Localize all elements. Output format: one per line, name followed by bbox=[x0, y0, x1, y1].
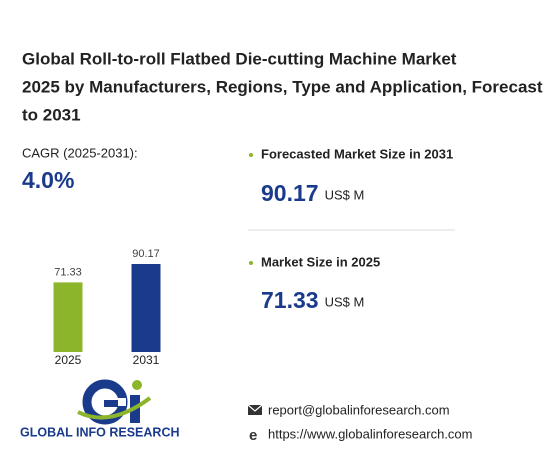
web-icon: e bbox=[249, 427, 257, 444]
logo: GLOBAL INFO RESEARCH bbox=[20, 379, 180, 439]
title-line: 2025 by Manufacturers, Regions, Type and… bbox=[22, 77, 543, 96]
stat-unit: US$ M bbox=[325, 294, 365, 309]
email[interactable]: report@globalinforesearch.com bbox=[268, 402, 450, 417]
value-label: 90.17 bbox=[132, 248, 160, 260]
cagr-value: 4.0% bbox=[22, 167, 74, 193]
bar-chart: 71.33 2025 90.17 2031 bbox=[53, 248, 161, 367]
website[interactable]: https://www.globalinforesearch.com bbox=[268, 426, 472, 441]
stat-value: 71.33 bbox=[261, 287, 319, 313]
logo-text: GLOBAL INFO RESEARCH bbox=[20, 425, 180, 439]
bar bbox=[131, 264, 161, 352]
contact: report@globalinforesearch.com e https://… bbox=[247, 402, 472, 444]
stat-value: 90.17 bbox=[261, 180, 319, 206]
stat-label: Market Size in 2025 bbox=[261, 254, 380, 269]
x-tick-label: 2031 bbox=[133, 353, 160, 367]
x-tick-label: 2025 bbox=[55, 353, 82, 367]
value-label: 71.33 bbox=[54, 266, 82, 278]
stat-unit: US$ M bbox=[325, 187, 365, 202]
cagr-label: CAGR (2025-2031): bbox=[22, 145, 138, 160]
title: Global Roll-to-roll Flatbed Die-cutting … bbox=[22, 49, 543, 124]
logo-swoosh bbox=[77, 396, 152, 420]
email-icon bbox=[248, 405, 262, 415]
title-line: Global Roll-to-roll Flatbed Die-cutting … bbox=[22, 49, 457, 68]
logo-dot bbox=[132, 380, 142, 390]
title-line: to 2031 bbox=[22, 105, 81, 124]
bar bbox=[53, 282, 83, 352]
logo-g-bar bbox=[104, 400, 118, 407]
bullet bbox=[249, 153, 253, 157]
stat-label: Forecasted Market Size in 2031 bbox=[261, 146, 453, 161]
email-icon-flap bbox=[247, 404, 263, 412]
bullet bbox=[249, 261, 253, 265]
